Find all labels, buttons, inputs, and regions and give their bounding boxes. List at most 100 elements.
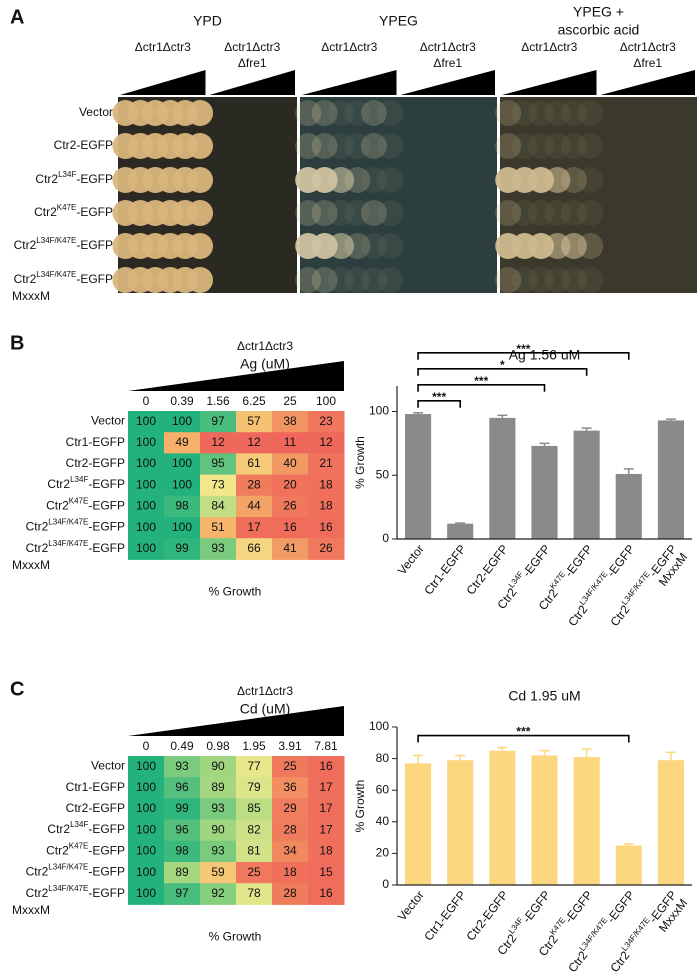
heat-cell — [164, 432, 201, 454]
cell-label: 18 — [319, 499, 333, 513]
row-label: Vector — [91, 759, 125, 773]
error-bar — [623, 468, 634, 474]
x-tick-label: Vector — [395, 542, 427, 577]
column-label: 25 — [283, 394, 297, 408]
row-label: Ctr2L34F/K47E-EGFP — [26, 518, 125, 534]
heat-cell — [128, 756, 165, 778]
heat-cell — [200, 777, 237, 799]
row-label: Ctr2-EGFP — [54, 138, 113, 152]
label-text: Ctr2 — [34, 205, 57, 219]
cell-label: 95 — [211, 456, 225, 470]
yeast-spot — [511, 200, 538, 226]
dilution-wedge — [400, 70, 495, 95]
yeast-spot — [511, 267, 538, 293]
chart-title: Cd 1.95 uM — [508, 688, 580, 704]
heat-cell — [164, 538, 201, 560]
row-label: Ctr2L34F/K47E-EGFP — [26, 884, 125, 900]
significance-label: *** — [516, 342, 530, 356]
heat-cell — [128, 538, 165, 560]
x-tick-label: Vector — [395, 888, 427, 923]
row-note: MxxxM — [12, 558, 50, 572]
heat-cell — [272, 474, 309, 497]
yeast-spot — [528, 200, 555, 226]
heat-cell — [236, 819, 273, 842]
cell-label: 51 — [211, 520, 225, 534]
label-text: Vector — [79, 105, 113, 119]
heatmap-xlabel: % Growth — [209, 930, 262, 944]
cell-label: 98 — [175, 499, 189, 513]
yeast-spot — [544, 133, 571, 159]
heat-cell — [200, 432, 237, 454]
cell-label: 92 — [211, 886, 225, 900]
label-rest: -EGFP — [520, 542, 554, 580]
column-label: 0.39 — [170, 394, 194, 408]
column-label: 0 — [143, 739, 150, 753]
heat-cell — [236, 777, 273, 799]
label-sup: L34F/K47E — [620, 916, 652, 953]
cell-label: 18 — [283, 865, 297, 879]
label-rest: -EGFP — [76, 238, 113, 252]
heat-cell — [272, 756, 309, 778]
x-tick-label: Ctr2-EGFP — [464, 888, 512, 943]
label-text: Ctr2 — [46, 499, 69, 513]
yeast-spot — [577, 100, 604, 126]
label-text: Ctr2 — [608, 602, 633, 629]
yeast-spot — [344, 200, 371, 226]
label-rest: -EGFP — [88, 886, 125, 900]
label-rest: -EGFP — [562, 888, 596, 926]
yeast-spot — [577, 133, 604, 159]
panel-label: A — [10, 6, 24, 28]
label-text: Ctr2 — [47, 822, 70, 836]
heat-cell — [128, 883, 165, 905]
yeast-spot — [377, 267, 404, 293]
strain-header: Δctr1Δctr3 — [224, 40, 280, 54]
significance-label: *** — [432, 390, 446, 404]
row-label: Vector — [91, 414, 125, 428]
heat-cell — [236, 756, 273, 778]
cell-label: 17 — [319, 822, 333, 836]
yeast-spot — [577, 200, 604, 226]
heat-cell — [272, 495, 309, 518]
error-bar — [539, 749, 550, 756]
row-note: MxxxM — [12, 289, 50, 303]
cell-label: 90 — [211, 822, 225, 836]
row-label: Ctr2L34F/K47E-EGFP — [26, 863, 125, 879]
cell-label: 61 — [247, 456, 261, 470]
yeast-spot — [495, 200, 522, 226]
heat-cell — [164, 777, 201, 799]
yeast-spot — [495, 133, 522, 159]
heat-cell — [272, 862, 309, 884]
panel-label: B — [10, 332, 24, 354]
heat-cell — [308, 411, 345, 433]
column-label: 3.91 — [278, 739, 302, 753]
heat-cell — [236, 474, 273, 497]
yeast-spot — [187, 100, 214, 126]
cell-label: 84 — [211, 499, 225, 513]
row-label: Ctr2-EGFP — [66, 456, 125, 470]
cell-label: 16 — [319, 520, 333, 534]
heat-cell — [236, 517, 273, 539]
cell-label: 57 — [247, 414, 261, 428]
y-tick-label: 40 — [376, 814, 390, 828]
yeast-spot — [528, 267, 555, 293]
heat-cell — [164, 756, 201, 778]
heat-cell — [128, 474, 165, 497]
cell-label: 100 — [136, 477, 156, 491]
error-bar — [539, 442, 550, 446]
cell-label: 18 — [319, 844, 333, 858]
label-sup: L34F/K47E — [36, 236, 76, 245]
label-rest: -EGFP — [76, 205, 113, 219]
label-rest: -EGFP — [520, 888, 554, 926]
plate — [500, 97, 697, 293]
heat-cell — [200, 411, 237, 433]
significance-bracket — [417, 383, 546, 392]
yeast-spot — [328, 100, 355, 126]
yeast-spot — [560, 167, 587, 193]
cell-label: 17 — [247, 520, 261, 534]
heat-cell — [308, 495, 345, 518]
heat-cell — [308, 862, 345, 884]
row-label: Ctr2L34F-EGFP — [47, 820, 125, 836]
label-text: Ctr2-EGFP — [66, 801, 125, 815]
cell-label: 12 — [247, 435, 261, 449]
yeast-spot — [577, 267, 604, 293]
